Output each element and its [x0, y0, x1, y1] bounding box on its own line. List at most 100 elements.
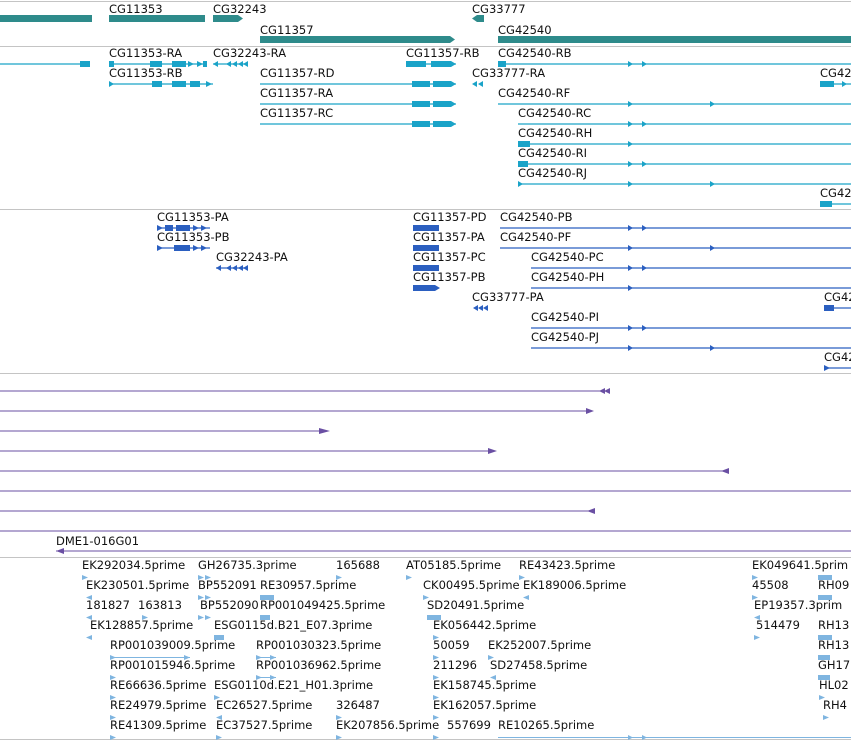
- protein-label[interactable]: CG11357-PC: [413, 250, 486, 264]
- est-label[interactable]: RH13: [818, 618, 850, 632]
- protein-label[interactable]: CG11357-PA: [413, 230, 485, 244]
- est-label[interactable]: EC37527.5prime: [216, 718, 313, 732]
- protein-label[interactable]: CG42540-PB: [500, 210, 573, 224]
- alignment-label[interactable]: DME1-016G01: [56, 534, 140, 548]
- gene-bar-cg32243[interactable]: [213, 15, 243, 22]
- est-label[interactable]: 181827: [86, 598, 130, 612]
- est-label[interactable]: BP552090: [200, 598, 259, 612]
- est-label[interactable]: HL02: [819, 678, 849, 692]
- protein-label[interactable]: CG11357-PB: [413, 270, 486, 284]
- gene-label[interactable]: CG11357: [260, 23, 314, 37]
- transcript-label[interactable]: CG42: [820, 66, 851, 80]
- gene-bar-cg33777[interactable]: [472, 15, 484, 22]
- est-label[interactable]: GH26735.3prime: [198, 558, 297, 572]
- transcript-label[interactable]: CG11353-RA: [109, 46, 183, 60]
- transcript-label[interactable]: CG32243-RA: [213, 46, 287, 60]
- est-label[interactable]: ESG0115d.B21_E07.3prime: [214, 618, 373, 632]
- protein-label[interactable]: CG42540-PC: [531, 250, 604, 264]
- est-label[interactable]: 326487: [336, 698, 380, 712]
- track-separator: [0, 373, 851, 374]
- protein-label[interactable]: CG42540-PF: [500, 230, 572, 244]
- est-label[interactable]: RH13: [818, 638, 850, 652]
- protein-label[interactable]: CG42: [824, 290, 851, 304]
- est-label[interactable]: RP001039009.5prime: [110, 638, 236, 652]
- est-label[interactable]: RP001036962.5prime: [256, 658, 382, 672]
- protein-label[interactable]: CG32243-PA: [216, 250, 288, 264]
- gene-label[interactable]: CG33777: [472, 2, 526, 16]
- transcript-features[interactable]: [0, 61, 851, 207]
- protein-features[interactable]: [157, 225, 851, 371]
- gene-bar-cg11353[interactable]: [109, 15, 205, 22]
- transcript-label[interactable]: CG42: [820, 186, 851, 200]
- transcript-label[interactable]: CG11357-RD: [260, 66, 335, 80]
- transcript-label[interactable]: CG42540-RJ: [518, 166, 588, 180]
- track-separator: [0, 209, 851, 210]
- est-label[interactable]: RP001030323.5prime: [256, 638, 382, 652]
- est-label[interactable]: RE41309.5prime: [110, 718, 207, 732]
- est-label[interactable]: EK162057.5prime: [433, 698, 537, 712]
- gene-label[interactable]: CG42540: [498, 23, 552, 37]
- protein-label[interactable]: CG11353-PB: [157, 230, 230, 244]
- est-label[interactable]: ESG0110d.E21_H01.3prime: [214, 678, 374, 692]
- est-label[interactable]: EK128857.5prime: [90, 618, 194, 632]
- est-label[interactable]: EK158745.5prime: [433, 678, 537, 692]
- transcript-label[interactable]: CG33777-RA: [472, 66, 546, 80]
- est-label[interactable]: EC26527.5prime: [216, 698, 313, 712]
- est-features[interactable]: [82, 575, 851, 740]
- est-label[interactable]: 514479: [756, 618, 800, 632]
- est-label[interactable]: RE43423.5prime: [519, 558, 616, 572]
- est-label[interactable]: EK207856.5prime: [336, 718, 440, 732]
- est-label[interactable]: RH09: [818, 578, 850, 592]
- gene-bar[interactable]: [0, 15, 92, 22]
- transcript-label[interactable]: CG42540-RI: [518, 146, 588, 160]
- est-label[interactable]: RP001015946.5prime: [110, 658, 236, 672]
- est-label[interactable]: EK049641.5prim: [752, 558, 849, 572]
- est-label[interactable]: GH17: [818, 658, 851, 672]
- protein-label[interactable]: CG42540-PH: [531, 270, 605, 284]
- est-label[interactable]: EP19357.3prim: [754, 598, 843, 612]
- est-label[interactable]: 45508: [752, 578, 789, 592]
- est-label[interactable]: RE10265.5prime: [498, 718, 595, 732]
- protein-label[interactable]: CG11353-PA: [157, 210, 229, 224]
- est-label[interactable]: RE30957.5prime: [260, 578, 357, 592]
- protein-label[interactable]: CG42: [824, 350, 851, 364]
- est-label[interactable]: BP552091: [198, 578, 257, 592]
- est-label[interactable]: SD27458.5prime: [490, 658, 588, 672]
- gene-features[interactable]: [0, 15, 851, 43]
- est-label[interactable]: EK230501.5prime: [86, 578, 190, 592]
- gene-label[interactable]: CG11353: [109, 2, 163, 16]
- est-label[interactable]: 163813: [138, 598, 182, 612]
- protein-label[interactable]: CG42540-PI: [531, 310, 600, 324]
- gene-label[interactable]: CG32243: [213, 2, 267, 16]
- est-label[interactable]: EK252007.5prime: [488, 638, 592, 652]
- protein-label[interactable]: CG42540-PJ: [531, 330, 600, 344]
- transcript-label[interactable]: CG42540-RB: [498, 46, 572, 60]
- gene-bar-cg42540[interactable]: [498, 36, 851, 43]
- est-label[interactable]: CK00495.5prime: [423, 578, 520, 592]
- gene-bar-cg11357[interactable]: [260, 36, 455, 43]
- est-label[interactable]: RP001049425.5prime: [260, 598, 386, 612]
- est-label[interactable]: EK056442.5prime: [433, 618, 537, 632]
- transcript-label[interactable]: CG42540-RC: [518, 106, 592, 120]
- protein-label[interactable]: CG11357-PD: [413, 210, 487, 224]
- est-label[interactable]: 557699: [447, 718, 491, 732]
- est-label[interactable]: RE24979.5prime: [110, 698, 207, 712]
- alignment-features[interactable]: [0, 388, 851, 554]
- est-label[interactable]: AT05185.5prime: [406, 558, 502, 572]
- transcript-label[interactable]: CG42540-RH: [518, 126, 593, 140]
- protein-label[interactable]: CG33777-PA: [472, 290, 544, 304]
- transcript-label[interactable]: CG42540-RF: [498, 86, 571, 100]
- est-label[interactable]: EK189006.5prime: [523, 578, 627, 592]
- est-label[interactable]: RE66636.5prime: [110, 678, 207, 692]
- transcript-label[interactable]: CG11353-RB: [109, 66, 183, 80]
- transcript-label[interactable]: CG11357-RA: [260, 86, 334, 100]
- est-label[interactable]: 50059: [433, 638, 470, 652]
- est-label[interactable]: 211296: [433, 658, 477, 672]
- transcript-label[interactable]: CG11357-RB: [406, 46, 480, 60]
- est-label[interactable]: EK292034.5prime: [82, 558, 186, 572]
- est-label[interactable]: SD20491.5prime: [427, 598, 525, 612]
- est-label[interactable]: 165688: [336, 558, 380, 572]
- est-label[interactable]: RH4: [823, 698, 847, 712]
- transcript-label[interactable]: CG11357-RC: [260, 106, 334, 120]
